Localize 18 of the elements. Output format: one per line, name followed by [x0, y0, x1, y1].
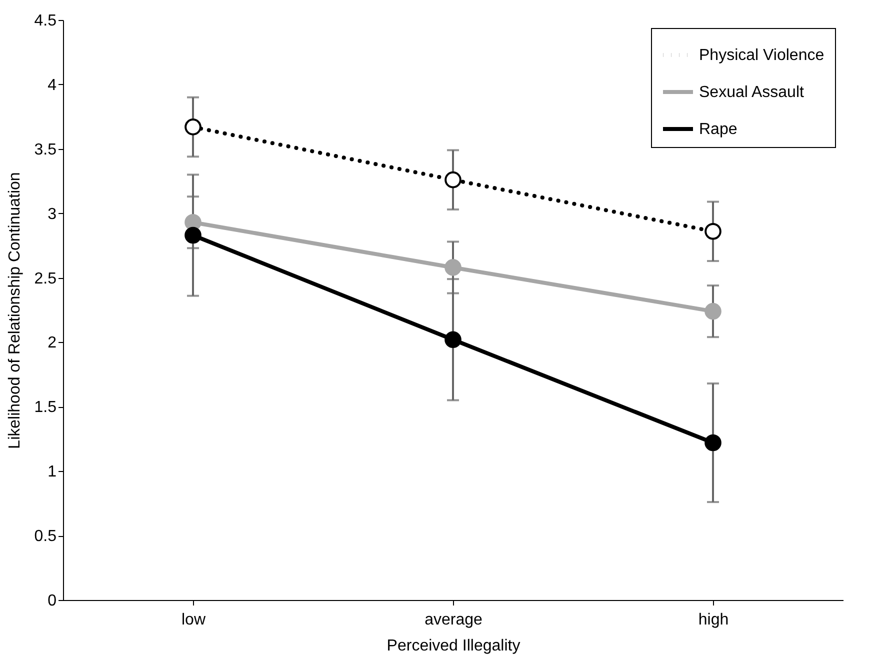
legend-label: Physical Violence [699, 47, 824, 64]
y-tick-label: 2.5 [34, 270, 57, 288]
x-axis-title: Perceived Illegality [386, 638, 520, 654]
x-tick-label: average [424, 612, 483, 628]
legend-label: Sexual Assault [699, 84, 805, 101]
y-tick-label: 4 [48, 76, 57, 94]
y-tick-label: 3.5 [34, 141, 57, 158]
y-tick-label: 0.5 [34, 528, 57, 546]
y-tick-label: 4.5 [34, 12, 57, 30]
x-tick-label: low [181, 612, 206, 628]
y-axis-title: Likelihood of Relationship Continuation [6, 172, 24, 449]
y-tick-label: 0 [48, 592, 57, 610]
y-tick-label: 1.5 [34, 399, 57, 416]
x-tick-label: high [698, 612, 729, 628]
y-tick-label: 1 [48, 464, 57, 481]
y-tick-label: 3 [48, 206, 57, 223]
y-tick-label: 2 [48, 334, 57, 352]
legend-label: Rape [699, 121, 738, 138]
